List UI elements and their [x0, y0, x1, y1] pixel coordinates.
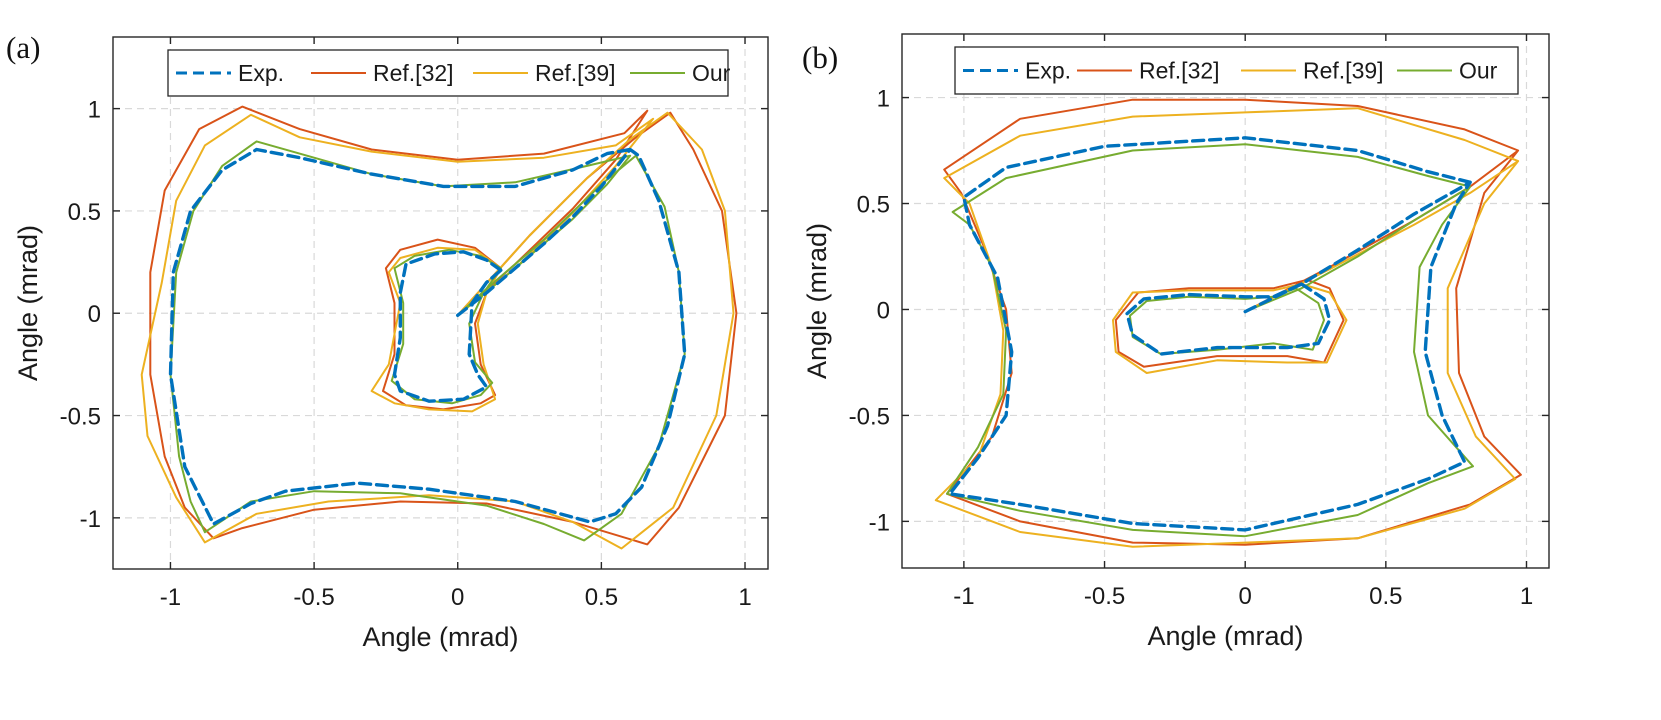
- panel-a-ytick-label: 0: [88, 301, 101, 328]
- panel-a-series-exp: [168, 147, 687, 526]
- panel-b-ytick-label: 0: [877, 297, 890, 324]
- panel-b-legend: Exp. Ref.[32] Ref.[39] Our: [954, 46, 1519, 95]
- panel-a-xtick-label: 0: [451, 584, 464, 611]
- panel-a-ticks: [113, 37, 768, 569]
- panel-a-series: [140, 105, 738, 550]
- panel-a-grid: [113, 37, 768, 569]
- panel-a-series-our: [169, 140, 686, 542]
- panel-a-legend-label: Ref.[39]: [535, 60, 616, 86]
- panel-b-ytick-label: 0.5: [857, 192, 890, 219]
- panel-b: (b) -1 -0.5 0 0.5 1 -1 -0.5 0 0.5 1 Angl…: [802, 33, 1550, 651]
- panel-a-xtick-label: 0.5: [585, 584, 618, 611]
- panel-a-xtick-labels: -1 -0.5 0 0.5 1: [160, 584, 752, 611]
- panel-a-legend-label: Exp.: [238, 60, 284, 86]
- panel-a-legend: Exp. Ref.[32] Ref.[39] Our: [167, 49, 731, 97]
- panel-b-legend-label: Exp.: [1025, 58, 1071, 84]
- panel-a-series-ref39: [140, 111, 735, 550]
- panel-a-legend-label: Our: [692, 60, 731, 86]
- panel-a-ytick-label: -0.5: [60, 404, 101, 431]
- panel-b-ytick-label: 1: [877, 86, 890, 113]
- panel-a-ytick-label: -1: [80, 506, 101, 533]
- panel-a: (a) -1 -0.5 0 0.5 1 -1 -0.5 0 0.5 1 Angl…: [6, 30, 769, 652]
- panel-b-xtick-label: 0.5: [1369, 583, 1402, 610]
- panel-b-xtick-label: -1: [953, 583, 974, 610]
- panel-b-label: (b): [802, 40, 838, 75]
- panel-a-xtick-label: 1: [738, 584, 751, 611]
- panel-b-ytick-labels: -1 -0.5 0 0.5 1: [849, 86, 890, 537]
- panel-a-legend-label: Ref.[32]: [373, 60, 454, 86]
- panel-b-grid: [902, 34, 1549, 568]
- panel-b-x-axis-label: Angle (mrad): [1147, 621, 1303, 651]
- panel-a-xtick-label: -1: [160, 584, 181, 611]
- panel-b-series: [934, 98, 1522, 548]
- panel-b-series-ref39: [934, 107, 1520, 548]
- panel-b-xtick-label: 1: [1520, 583, 1533, 610]
- panel-b-series-exp: [948, 136, 1472, 532]
- panel-b-series-ref32: [943, 98, 1522, 546]
- panel-b-ticks: [902, 34, 1549, 568]
- panel-a-y-axis-label: Angle (mrad): [13, 225, 43, 381]
- panel-b-axes-frame: [901, 33, 1550, 569]
- panel-b-ytick-label: -1: [869, 509, 890, 536]
- panel-b-legend-label: Ref.[32]: [1139, 58, 1220, 84]
- panel-a-label: (a): [6, 30, 40, 65]
- panel-a-x-axis-label: Angle (mrad): [362, 622, 518, 652]
- panel-a-axes-frame: [112, 36, 769, 570]
- panel-a-ytick-label: 0.5: [68, 199, 101, 226]
- panel-b-xtick-labels: -1 -0.5 0 0.5 1: [953, 583, 1533, 610]
- panel-b-y-axis-label: Angle (mrad): [802, 223, 832, 379]
- panel-b-legend-label: Our: [1459, 58, 1498, 84]
- panel-a-ytick-labels: -1 -0.5 0 0.5 1: [60, 97, 101, 533]
- panel-b-xtick-label: 0: [1239, 583, 1252, 610]
- panel-a-series-ref32: [149, 105, 738, 546]
- panel-b-legend-label: Ref.[39]: [1303, 58, 1384, 84]
- panel-a-xtick-label: -0.5: [293, 584, 334, 611]
- panel-a-ytick-label: 1: [88, 97, 101, 124]
- panel-b-ytick-label: -0.5: [849, 403, 890, 430]
- panel-b-xtick-label: -0.5: [1084, 583, 1125, 610]
